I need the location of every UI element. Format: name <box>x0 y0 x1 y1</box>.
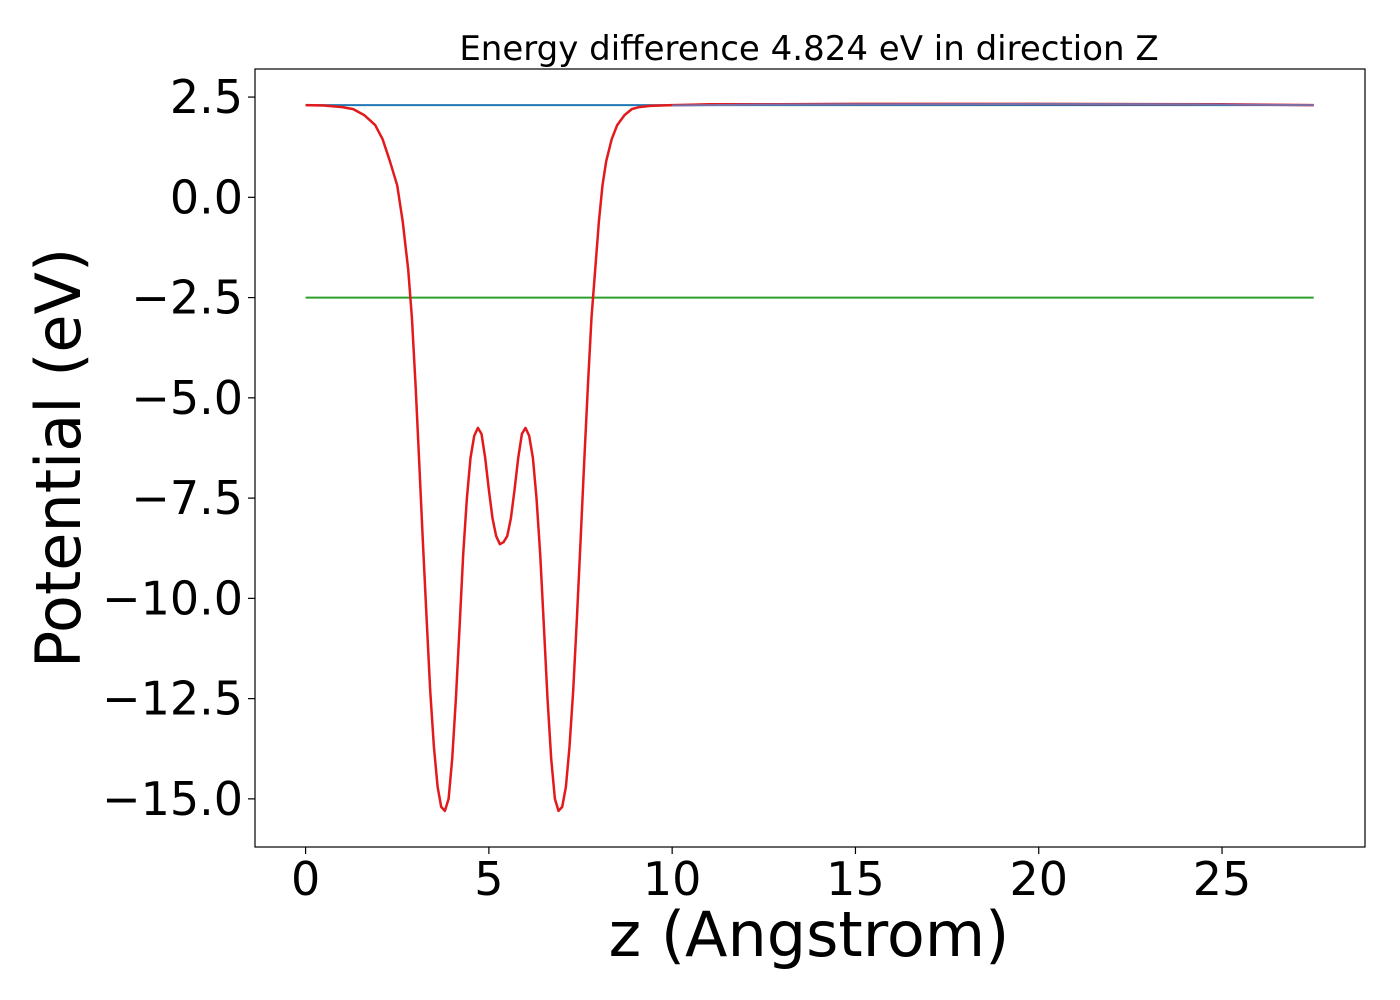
y-tick-label: 2.5 <box>170 70 243 124</box>
y-tick-label: −15.0 <box>102 772 243 826</box>
y-tick-label: −12.5 <box>102 672 243 726</box>
x-tick-label: 15 <box>826 852 885 906</box>
x-tick-label: 25 <box>1193 852 1252 906</box>
y-tick-label: −10.0 <box>102 571 243 625</box>
y-tick-label: −5.0 <box>131 371 243 425</box>
series-line-3 <box>305 102 1314 813</box>
y-tick-label: 0.0 <box>170 170 243 224</box>
y-tick-label: −7.5 <box>131 471 243 525</box>
x-tick-label: 5 <box>474 852 503 906</box>
x-axis-label: z (Angstrom) <box>609 898 1010 971</box>
ticks-layer: 0 5 10 15 20 25 2.5 0.0 −2.5 −5.0 −7.5 −10.0 −12.5 −1… <box>102 70 1251 906</box>
plot-area-frame <box>254 68 1366 848</box>
x-tick-label: 20 <box>1009 852 1068 906</box>
y-axis-label: Potential (eV) <box>22 248 95 668</box>
chart-title: Energy difference 4.824 eV in direction … <box>459 29 1158 69</box>
series-line-4 <box>672 102 1314 107</box>
x-tick-label: 10 <box>643 852 702 906</box>
y-tick-label: −2.5 <box>131 271 243 325</box>
series-layer <box>305 102 1314 813</box>
x-tick-label: 0 <box>291 852 320 906</box>
